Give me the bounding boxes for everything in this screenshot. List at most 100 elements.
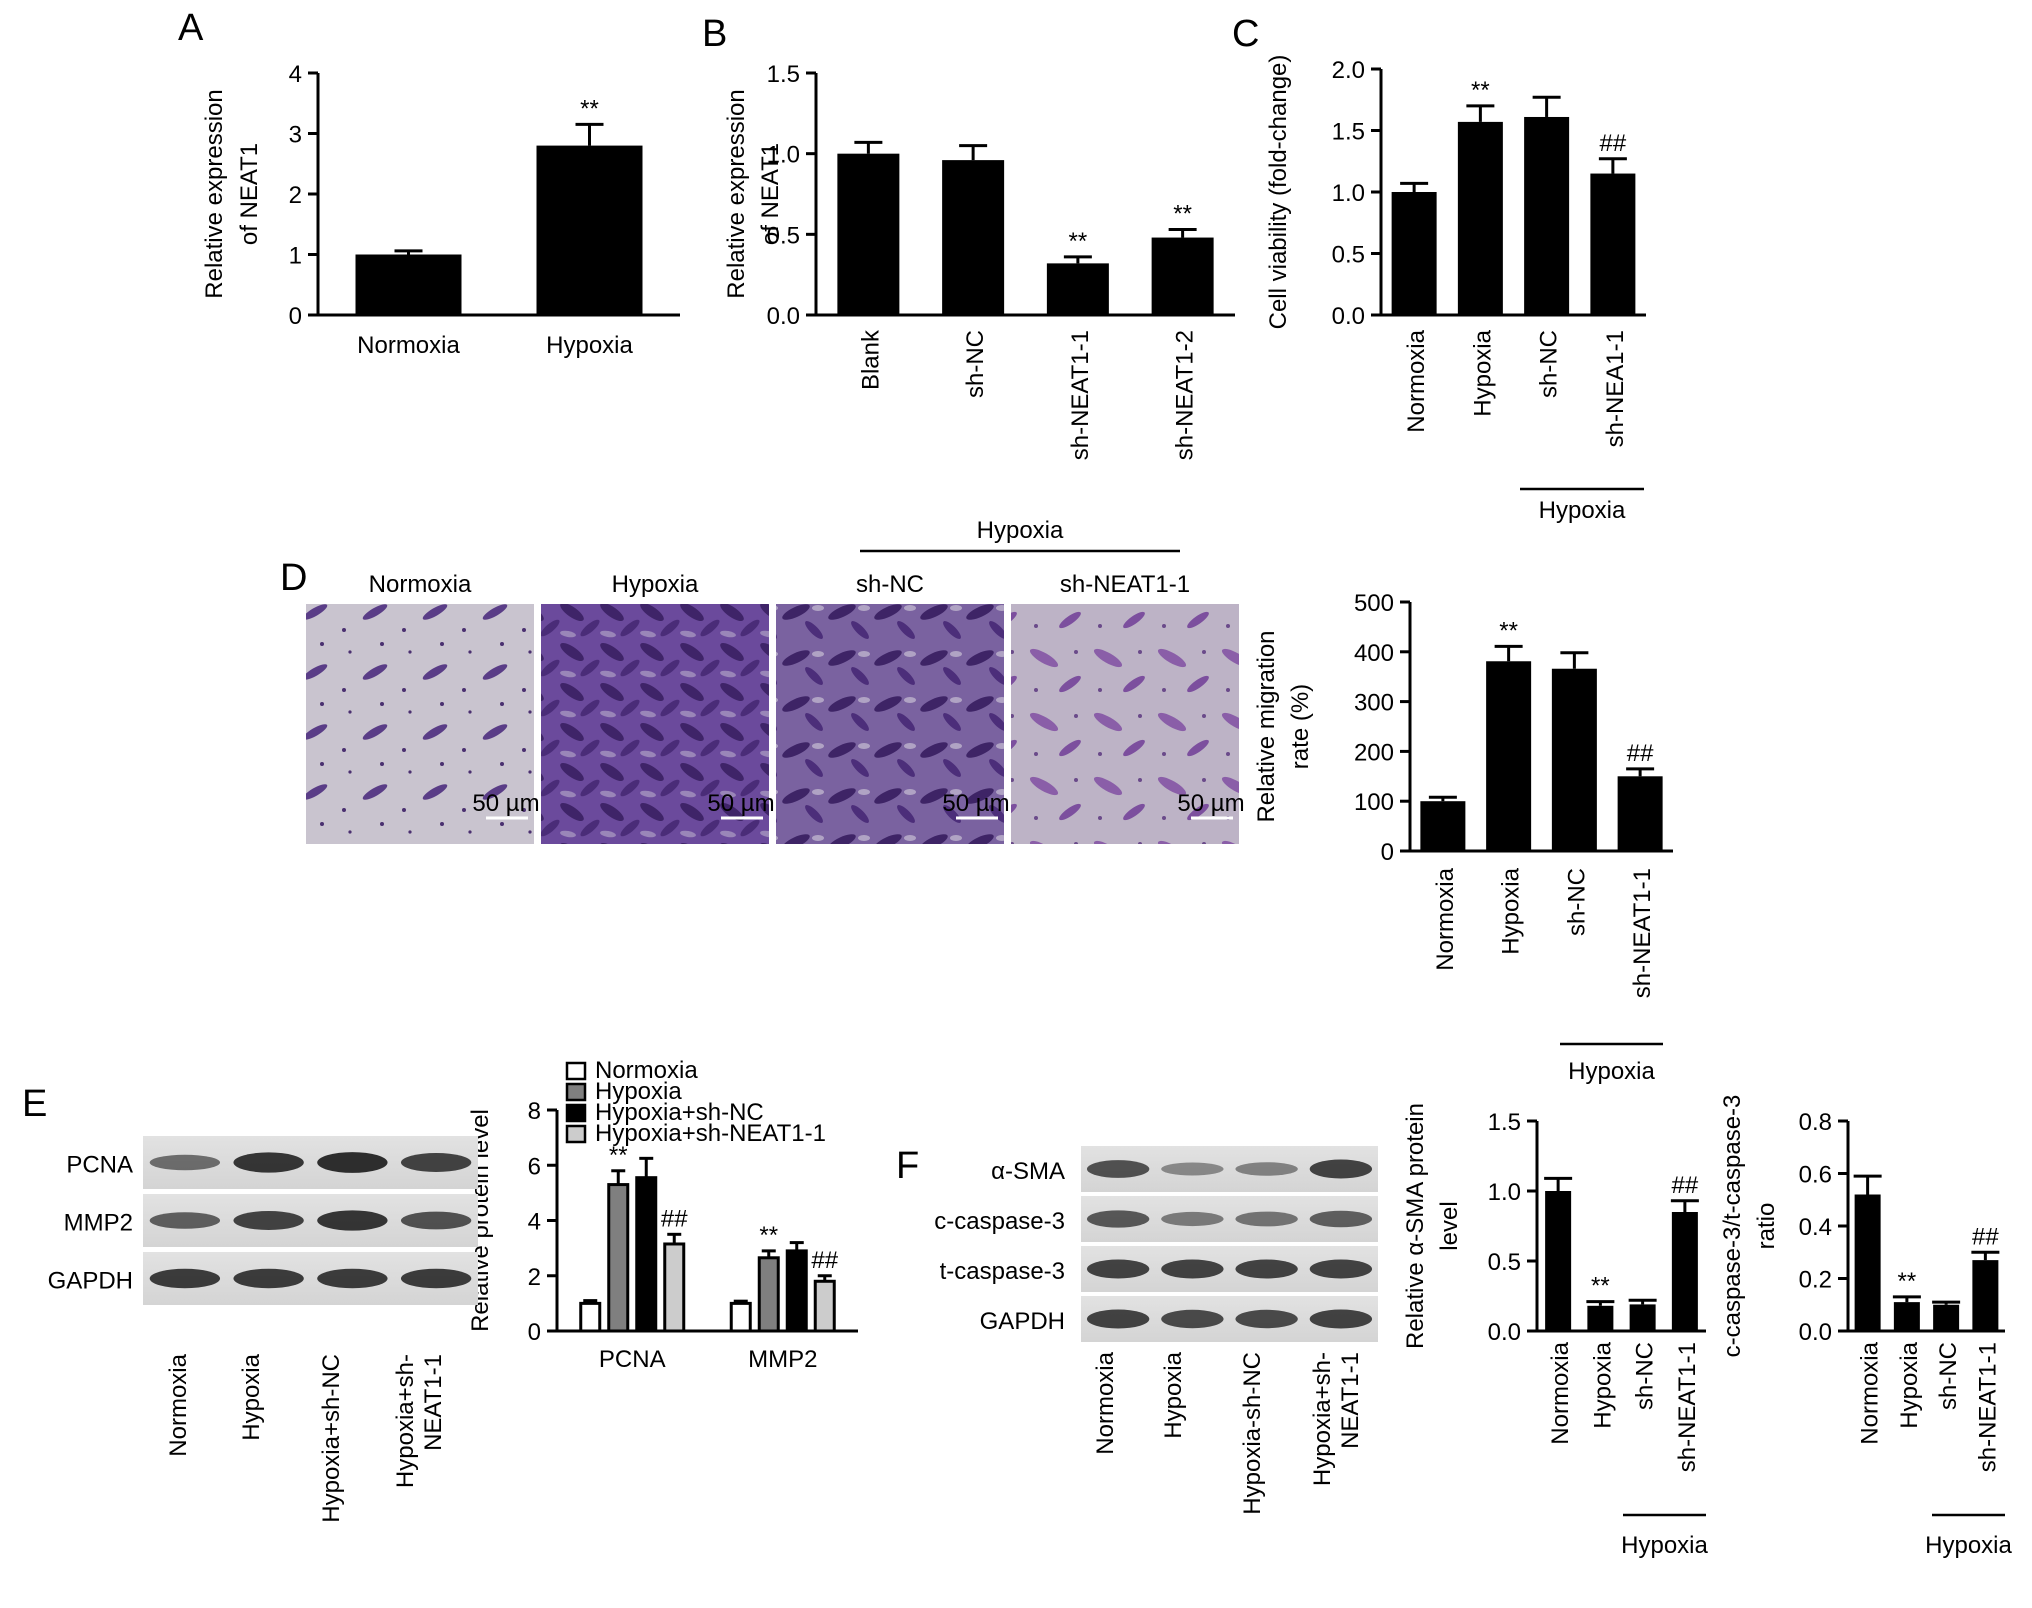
micrograph-title: Normoxia (369, 571, 472, 598)
y-tick-label: 3 (289, 122, 302, 149)
chart-c: 0.0 0.5 1.0 1.5 2.0 Cell viability (fold-chan… (1265, 55, 1646, 524)
blot-row-label: PCNA (66, 1152, 133, 1179)
y-tick-label: 100 (1354, 789, 1394, 816)
legend: NormoxiaHypoxiaHypoxia+sh-NCHypoxia+sh-N… (565, 1057, 826, 1147)
y-tick-label: 0 (289, 303, 302, 330)
y-tick-label: 6 (528, 1153, 541, 1180)
significance-label: ** (1173, 200, 1192, 227)
x-tick-label: Hypoxia (1498, 867, 1525, 954)
bar (663, 1242, 686, 1333)
blot-band (1309, 1210, 1373, 1228)
blot-lane-label: NEAT1-1 (420, 1354, 447, 1451)
bar (1933, 1304, 1960, 1331)
bar (1046, 263, 1109, 315)
y-tick-label: 1.0 (1332, 180, 1365, 207)
blot-row-label: t-caspase-3 (940, 1258, 1065, 1285)
y-tick-label: 0.0 (1332, 303, 1365, 330)
bar (785, 1249, 808, 1333)
x-tick-label: sh-NEAT1-1 (1974, 1342, 2001, 1472)
x-tick-label: sh-NEAT1-2 (1172, 330, 1199, 460)
x-tick-label: sh-NEAT1-1 (1629, 868, 1656, 998)
scale-bar-label: 50 µm (942, 790, 1009, 817)
y-tick-label: 0.0 (1799, 1319, 1832, 1346)
y-tick-label: 0.5 (1488, 1249, 1521, 1276)
y-tick-label: 400 (1354, 640, 1394, 667)
y-axis-label: Relative expression (723, 89, 750, 298)
blot-band (1086, 1160, 1150, 1178)
bar (813, 1279, 836, 1333)
x-tick-label: sh-NEA1-1 (1602, 330, 1629, 447)
group-label: Hypoxia (1925, 1532, 2012, 1559)
blot-band (317, 1152, 388, 1173)
blot-band (400, 1153, 472, 1172)
bar (635, 1176, 658, 1333)
y-tick-label: 0.5 (767, 222, 800, 249)
x-tick-label: sh-NC (1563, 868, 1590, 936)
y-tick-label: 0.4 (1799, 1214, 1832, 1241)
blot-lane-label: Normoxia (165, 1353, 192, 1456)
micrograph-image (306, 604, 534, 844)
y-tick-label: 0.5 (1332, 242, 1365, 269)
y-tick-label: 8 (528, 1098, 541, 1125)
x-tick-label: Normoxia (1432, 867, 1459, 970)
x-tick-label: Hypoxia (1469, 329, 1496, 416)
significance-label: ** (759, 1222, 778, 1249)
bar (942, 160, 1005, 315)
micrograph-image (1011, 604, 1239, 844)
blot-band (1309, 1159, 1373, 1179)
y-tick-label: 0.0 (1488, 1319, 1521, 1346)
micrograph-group-label: Hypoxia (977, 517, 1064, 544)
blot-band (233, 1211, 304, 1230)
y-axis-label: rate (%) (1287, 684, 1314, 769)
y-axis-label: Relative α-SMA protein (1402, 1103, 1429, 1349)
y-tick-label: 0 (528, 1319, 541, 1346)
y-tick-label: 2.0 (1332, 57, 1365, 84)
x-tick-label: Normoxia (357, 332, 460, 359)
x-tick-label: MMP2 (748, 1346, 817, 1373)
blot-lane-label: Hypoxia (238, 1353, 265, 1440)
micrograph-title: sh-NC (856, 571, 924, 598)
x-tick-label: Normoxia (1547, 1341, 1574, 1444)
significance-label: ## (1672, 1172, 1699, 1199)
blot-band (317, 1268, 388, 1289)
blot-lane-label: Hypoxia (1160, 1351, 1187, 1438)
scale-bar-label: 50 µm (707, 790, 774, 817)
micrograph-title: Hypoxia (612, 571, 699, 598)
blot-band (1161, 1211, 1224, 1227)
significance-label: ## (1972, 1223, 1999, 1250)
x-tick-label: sh-NEAT1-1 (1067, 330, 1094, 460)
legend-label: Normoxia (595, 1057, 698, 1084)
panel-letter-c: C (1232, 13, 1259, 55)
bar (1590, 173, 1636, 315)
bar (837, 153, 900, 315)
y-axis-label: c-caspase-3/t-caspase-3 (1719, 1095, 1746, 1358)
blot-lane-label: Hypoxia+sh- (392, 1354, 419, 1488)
significance-label: ** (1471, 77, 1490, 104)
bar (1457, 121, 1503, 315)
blot-band (233, 1268, 304, 1289)
x-tick-label: sh-NC (1935, 1342, 1962, 1410)
y-tick-label: 2 (289, 182, 302, 209)
blot-row-label: GAPDH (980, 1308, 1065, 1335)
y-axis-label: of NEAT1 (757, 143, 784, 245)
blot-band (1235, 1211, 1298, 1227)
x-tick-label: Normoxia (1857, 1341, 1884, 1444)
significance-label: ** (1591, 1273, 1610, 1300)
bar (1671, 1212, 1698, 1331)
bar (1617, 776, 1663, 851)
legend-swatch (565, 1103, 587, 1123)
bar (1893, 1302, 1920, 1331)
blot-row-label: MMP2 (64, 1210, 133, 1237)
chart-d: 0 100 200 300 400 500 Relative migration rate (… (1253, 590, 1673, 1085)
x-tick-label: Normoxia (1403, 329, 1430, 432)
significance-label: ** (1069, 228, 1088, 255)
bar (1545, 1191, 1572, 1331)
blot-band (400, 1268, 472, 1289)
blot-band (1309, 1259, 1373, 1279)
blot-band (317, 1210, 388, 1231)
x-tick-label: Blank (857, 329, 884, 390)
significance-label: ## (1627, 740, 1654, 767)
blot-band (1161, 1259, 1224, 1279)
x-tick-label: sh-NC (1632, 1342, 1659, 1410)
